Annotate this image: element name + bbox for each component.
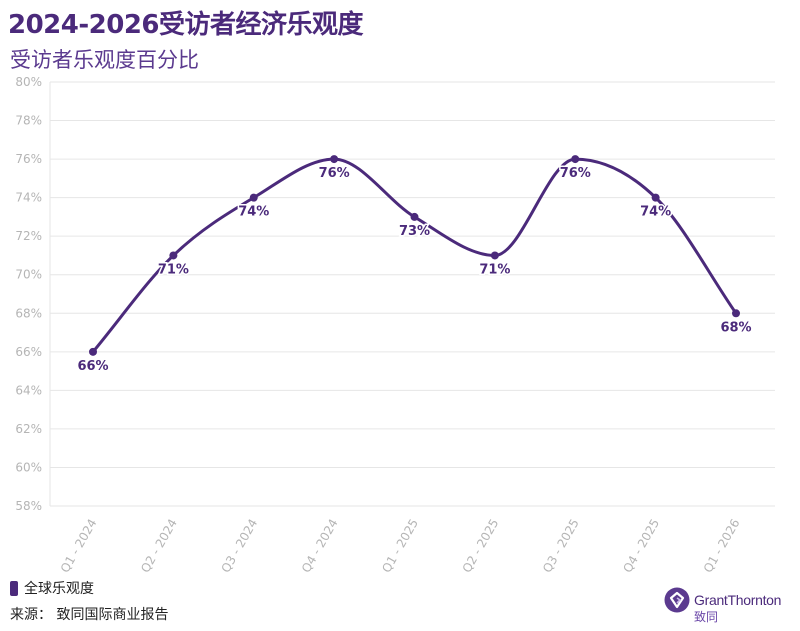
y-tick-label: 72%: [15, 229, 42, 243]
data-point: [410, 212, 419, 221]
line-chart: 58% 60% 62% 64% 66% 68% 70% 72% 74% 76% 78% 80% Q1 …: [15, 75, 775, 576]
data-point: [490, 251, 499, 260]
y-tick-label: 78%: [15, 114, 42, 128]
data-points: [89, 155, 740, 356]
x-tick-label: Q3 - 2024: [218, 517, 260, 576]
data-point: [330, 155, 339, 164]
grid-lines: [49, 81, 775, 507]
legend-swatch: [10, 580, 18, 596]
x-tick-label: Q4 - 2025: [620, 517, 662, 576]
legend-label: 全球乐观度: [24, 581, 94, 597]
x-tick-label: Q2 - 2025: [460, 517, 502, 576]
y-axis-ticks: 58% 60% 62% 64% 66% 68% 70% 72% 74% 76% 78% 80%: [15, 75, 42, 513]
y-tick-label: 66%: [15, 345, 42, 359]
x-tick-label: Q3 - 2025: [540, 517, 582, 576]
data-label: 66%: [77, 359, 108, 374]
data-label: 71%: [479, 262, 510, 277]
data-label: 74%: [640, 205, 671, 220]
data-point: [732, 309, 740, 318]
data-point: [169, 251, 178, 260]
y-tick-label: 76%: [15, 152, 42, 166]
brand-name: GrantThornton: [694, 592, 782, 608]
x-tick-label: Q1 - 2025: [379, 517, 421, 576]
source-note: 来源： 致同国际商业报告: [10, 607, 169, 623]
y-tick-label: 68%: [15, 306, 42, 320]
brand-logo: GrantThornton 致同: [664, 587, 781, 623]
data-label: 74%: [238, 205, 269, 220]
data-labels: 66% 71% 74% 76% 73% 71% 76% 74% 68%: [76, 165, 753, 376]
grant-thornton-logo-icon: [664, 587, 690, 613]
x-axis-ticks: Q1 - 2024 Q2 - 2024 Q3 - 2024 Q4 - 2024 Q1 -…: [58, 517, 743, 576]
data-point: [249, 193, 258, 202]
data-label: 76%: [560, 166, 591, 181]
data-point: [571, 155, 580, 164]
x-tick-label: Q1 - 2026: [701, 517, 743, 576]
y-tick-label: 80%: [15, 75, 42, 89]
chart-subtitle: 受访者乐观度百分比: [10, 48, 199, 72]
data-label: 71%: [158, 262, 189, 277]
data-label: 73%: [399, 224, 430, 239]
data-label: 68%: [720, 320, 751, 335]
data-point: [651, 193, 660, 202]
brand-name-cn: 致同: [694, 610, 719, 624]
data-label: 76%: [319, 166, 350, 181]
y-tick-label: 62%: [15, 422, 42, 436]
legend: 全球乐观度: [10, 578, 94, 598]
x-tick-label: Q2 - 2024: [138, 517, 180, 576]
y-tick-label: 70%: [15, 268, 42, 282]
y-tick-label: 60%: [15, 460, 42, 474]
y-tick-label: 58%: [15, 499, 42, 513]
series-line: [91, 157, 738, 354]
data-point: [89, 347, 97, 356]
y-tick-label: 74%: [15, 191, 42, 205]
chart-title: 2024-2026受访者经济乐观度: [8, 10, 364, 40]
x-tick-label: Q4 - 2024: [299, 517, 341, 576]
y-tick-label: 64%: [15, 383, 42, 397]
x-tick-label: Q1 - 2024: [58, 517, 100, 576]
series-line-path: [91, 157, 738, 354]
